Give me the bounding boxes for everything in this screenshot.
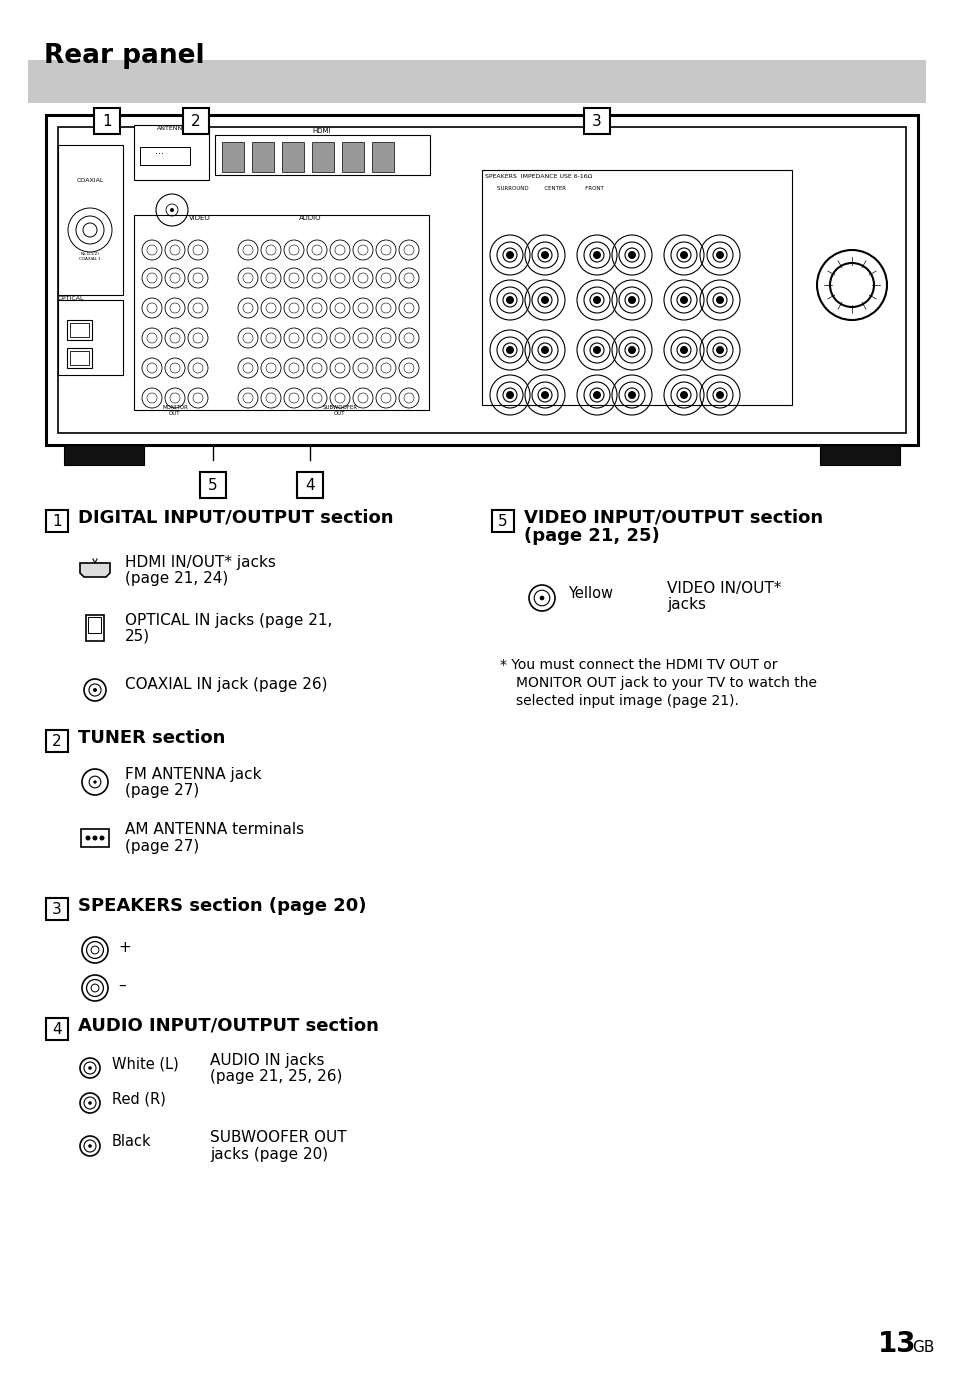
Circle shape — [88, 1144, 91, 1148]
Text: OPTICAL: OPTICAL — [58, 297, 85, 301]
FancyBboxPatch shape — [81, 829, 109, 847]
FancyBboxPatch shape — [252, 141, 274, 172]
FancyBboxPatch shape — [296, 472, 323, 498]
Text: 5: 5 — [208, 478, 217, 493]
Text: AUDIO: AUDIO — [298, 216, 321, 221]
Circle shape — [627, 251, 636, 259]
Text: ANTENNA: ANTENNA — [156, 126, 187, 130]
Text: 2: 2 — [52, 733, 62, 748]
Text: Yellow: Yellow — [567, 586, 613, 601]
Text: VIDEO IN/OUT*: VIDEO IN/OUT* — [666, 582, 781, 596]
Circle shape — [505, 391, 514, 400]
Circle shape — [92, 836, 97, 840]
Text: AUDIO IN jacks: AUDIO IN jacks — [210, 1053, 324, 1067]
Circle shape — [593, 251, 600, 259]
Circle shape — [593, 297, 600, 303]
Text: HDMI IN/OUT* jacks: HDMI IN/OUT* jacks — [125, 555, 275, 570]
Text: HDMI: HDMI — [313, 128, 331, 135]
Circle shape — [716, 391, 723, 400]
Text: SPEAKERS section (page 20): SPEAKERS section (page 20) — [78, 897, 366, 914]
FancyBboxPatch shape — [46, 898, 68, 920]
Circle shape — [716, 251, 723, 259]
FancyBboxPatch shape — [46, 115, 917, 445]
FancyBboxPatch shape — [372, 141, 394, 172]
FancyBboxPatch shape — [86, 615, 104, 641]
Text: MONITOR
OUT: MONITOR OUT — [162, 405, 188, 416]
FancyBboxPatch shape — [46, 1017, 68, 1039]
Text: (page 27): (page 27) — [125, 839, 199, 854]
Text: 5: 5 — [497, 514, 507, 529]
Text: 1: 1 — [52, 514, 62, 529]
FancyBboxPatch shape — [492, 509, 514, 531]
Text: SPEAKERS  IMPEDANCE USE 6-16Ω: SPEAKERS IMPEDANCE USE 6-16Ω — [484, 174, 592, 178]
Text: TUNER section: TUNER section — [78, 729, 225, 747]
Circle shape — [540, 297, 548, 303]
Circle shape — [679, 297, 687, 303]
Circle shape — [93, 688, 97, 692]
Text: DIGITAL INPUT/OUTPUT section: DIGITAL INPUT/OUTPUT section — [78, 509, 393, 527]
FancyBboxPatch shape — [583, 108, 609, 135]
FancyBboxPatch shape — [312, 141, 334, 172]
Text: (page 27): (page 27) — [125, 783, 199, 798]
Circle shape — [88, 1101, 91, 1105]
Text: 25): 25) — [125, 629, 150, 644]
FancyBboxPatch shape — [94, 108, 120, 135]
Circle shape — [627, 297, 636, 303]
Circle shape — [505, 251, 514, 259]
Circle shape — [679, 346, 687, 354]
Circle shape — [627, 391, 636, 400]
Circle shape — [539, 596, 544, 600]
FancyBboxPatch shape — [214, 135, 430, 174]
FancyBboxPatch shape — [58, 126, 905, 432]
Text: GB: GB — [911, 1340, 933, 1355]
Text: jacks: jacks — [666, 597, 705, 612]
Circle shape — [593, 391, 600, 400]
Text: Rear panel: Rear panel — [44, 43, 204, 69]
Text: 1: 1 — [102, 114, 112, 129]
Text: 13: 13 — [877, 1330, 916, 1358]
Circle shape — [93, 780, 96, 784]
Text: OPTICAL IN jacks (page 21,: OPTICAL IN jacks (page 21, — [125, 612, 332, 627]
Text: (page 21, 24): (page 21, 24) — [125, 571, 228, 585]
FancyBboxPatch shape — [89, 616, 101, 633]
Text: FM ANTENNA jack: FM ANTENNA jack — [125, 766, 261, 781]
Circle shape — [99, 836, 105, 840]
Text: No.1(1/2)
COAXIAL 1: No.1(1/2) COAXIAL 1 — [79, 253, 101, 261]
Text: 3: 3 — [52, 902, 62, 917]
Text: Red (R): Red (R) — [112, 1092, 166, 1107]
Text: Black: Black — [112, 1134, 152, 1149]
Text: MONITOR OUT jack to your TV to watch the: MONITOR OUT jack to your TV to watch the — [516, 676, 816, 691]
Text: ...: ... — [154, 146, 164, 157]
FancyBboxPatch shape — [183, 108, 209, 135]
FancyBboxPatch shape — [820, 445, 899, 465]
Circle shape — [540, 346, 548, 354]
FancyBboxPatch shape — [46, 730, 68, 752]
Text: * You must connect the HDMI TV OUT or: * You must connect the HDMI TV OUT or — [499, 658, 777, 671]
FancyBboxPatch shape — [133, 125, 209, 180]
Text: VIDEO INPUT/OUTPUT section: VIDEO INPUT/OUTPUT section — [523, 509, 822, 527]
Text: COAXIAL IN jack (page 26): COAXIAL IN jack (page 26) — [125, 677, 327, 692]
Text: (page 21, 25): (page 21, 25) — [523, 527, 659, 545]
Circle shape — [540, 251, 548, 259]
Text: –: – — [118, 978, 126, 993]
Circle shape — [679, 391, 687, 400]
FancyBboxPatch shape — [67, 347, 91, 368]
Bar — [28, 60, 925, 103]
Circle shape — [88, 1067, 91, 1070]
Text: jacks (page 20): jacks (page 20) — [210, 1146, 328, 1162]
FancyBboxPatch shape — [64, 445, 144, 465]
Text: AUDIO INPUT/OUTPUT section: AUDIO INPUT/OUTPUT section — [78, 1017, 378, 1035]
FancyBboxPatch shape — [70, 323, 89, 336]
Text: (page 21, 25, 26): (page 21, 25, 26) — [210, 1068, 342, 1083]
FancyBboxPatch shape — [70, 351, 89, 365]
FancyBboxPatch shape — [341, 141, 364, 172]
Text: SUBWOOFER
OUT: SUBWOOFER OUT — [322, 405, 357, 416]
FancyBboxPatch shape — [481, 170, 791, 405]
Text: COAXIAL: COAXIAL — [76, 178, 104, 183]
FancyBboxPatch shape — [282, 141, 304, 172]
Circle shape — [86, 836, 91, 840]
Polygon shape — [80, 563, 110, 577]
Circle shape — [716, 297, 723, 303]
FancyBboxPatch shape — [67, 320, 91, 341]
Circle shape — [505, 297, 514, 303]
